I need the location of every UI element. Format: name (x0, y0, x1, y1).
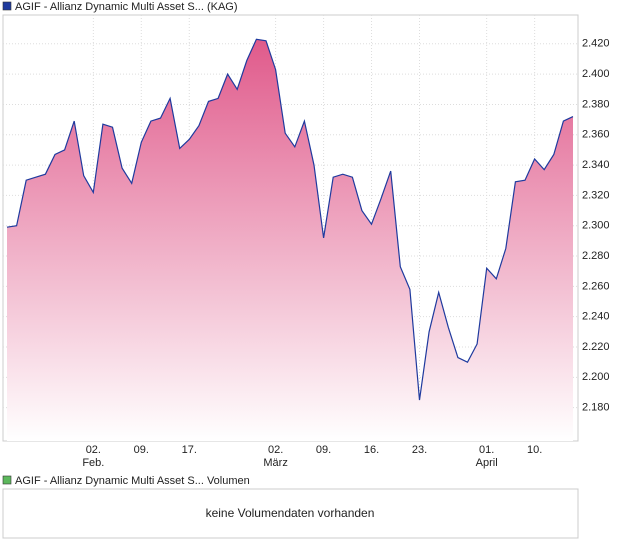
volume-title: AGIF - Allianz Dynamic Multi Asset S... … (15, 475, 250, 487)
x-month-label: März (263, 457, 287, 469)
y-tick-label: 2.180 (582, 402, 610, 414)
x-tick-label: 09. (134, 444, 149, 456)
x-month-label: Feb. (82, 457, 104, 469)
y-tick-label: 2.200 (582, 371, 610, 383)
y-tick-label: 2.420 (582, 38, 610, 50)
y-tick-label: 2.260 (582, 280, 610, 292)
y-tick-label: 2.320 (582, 189, 610, 201)
x-tick-label: 02. (268, 444, 283, 456)
y-tick-label: 2.340 (582, 159, 610, 171)
y-tick-label: 2.400 (582, 68, 610, 80)
x-tick-label: 23. (412, 444, 427, 456)
volume-message: keine Volumendaten vorhanden (206, 506, 375, 520)
y-tick-label: 2.220 (582, 341, 610, 353)
line (6, 38, 574, 401)
x-tick-label: 17. (182, 444, 197, 456)
y-tick-label: 2.240 (582, 311, 610, 323)
y-tick-label: 2.280 (582, 250, 610, 262)
y-tick-label: 2.360 (582, 129, 610, 141)
legend-swatch (2, 475, 12, 485)
x-tick-label: 09. (316, 444, 331, 456)
y-tick-label: 2.300 (582, 220, 610, 232)
x-tick-label: 02. (86, 444, 101, 456)
area (7, 39, 573, 442)
volume-frame (2, 488, 579, 539)
chart-title: AGIF - Allianz Dynamic Multi Asset S... … (15, 1, 238, 13)
legend-swatch (2, 1, 12, 11)
x-tick-label: 16. (364, 444, 379, 456)
x-tick-label: 01. (479, 444, 494, 456)
y-tick-label: 2.380 (582, 98, 610, 110)
x-month-label: April (476, 457, 498, 469)
x-tick-label: 10. (527, 444, 542, 456)
